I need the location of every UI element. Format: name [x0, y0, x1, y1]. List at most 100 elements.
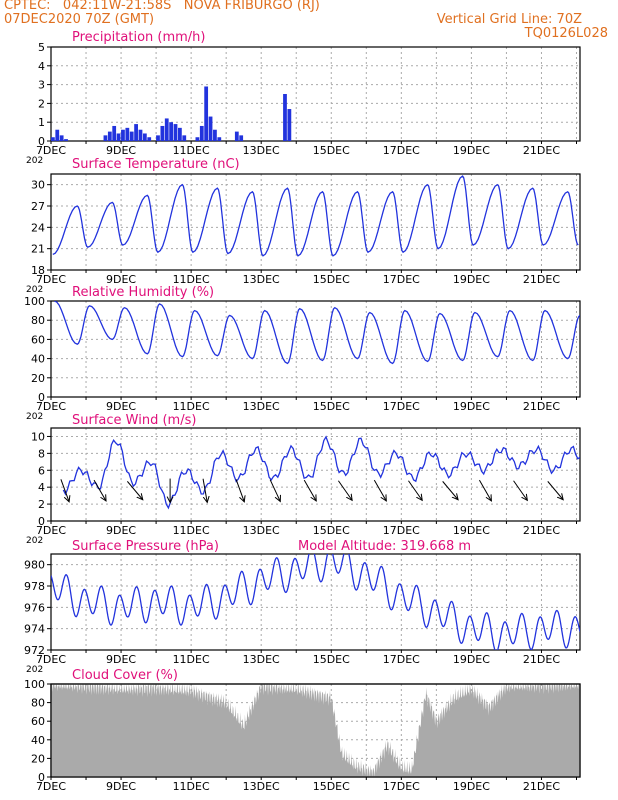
temp-xtick-label: 13DEC [243, 273, 280, 286]
wind-xtick-label: 11DEC [173, 524, 210, 537]
pres-ytick-label: 974 [24, 623, 45, 636]
wind-ytick-label: 0 [38, 515, 45, 528]
wind-arrow [547, 481, 563, 499]
precip-bar [195, 137, 200, 141]
wind-ytick-label: 4 [38, 481, 45, 494]
wind-arrow [373, 479, 386, 501]
precip-xtick-label: 7DEC [36, 144, 66, 157]
temp-xtick-label: 19DEC [453, 273, 490, 286]
cloud-xtick-label: 17DEC [383, 780, 420, 793]
precip-bar [173, 124, 178, 141]
cloud-ytick-label: 0 [38, 771, 45, 784]
temp-xtick-label: 15DEC [313, 273, 350, 286]
precip-xtick-label: 19DEC [453, 144, 490, 157]
precip-bar [164, 118, 169, 141]
rh-year-label: 202 [26, 412, 43, 422]
pres-xtick-label: 13DEC [243, 653, 280, 666]
precip-bar [55, 129, 60, 141]
rh-ytick-label: 20 [31, 372, 45, 385]
precip-ytick-label: 0 [38, 135, 45, 148]
precip-bar [103, 135, 108, 141]
precip-ytick-label: 4 [38, 60, 45, 73]
cloud-area [51, 684, 580, 777]
rh-xtick-label: 13DEC [243, 400, 280, 413]
wind-xtick-label: 17DEC [383, 524, 420, 537]
precip-xtick-label: 17DEC [383, 144, 420, 157]
wind-arrow [235, 479, 244, 502]
header-line1: CPTEC: 042:11W-21:58S NOVA FRIBURGO (RJ) [4, 0, 320, 13]
wind-arrow [442, 481, 458, 499]
rh-ytick-label: 40 [31, 353, 45, 366]
temp-ytick-label: 30 [31, 179, 45, 192]
wind-arrow [126, 481, 142, 499]
precip-ytick-label: 1 [38, 116, 45, 129]
pres-extra-label: Model Altitude: 319.668 m [298, 539, 471, 554]
cloud-xtick-label: 15DEC [313, 780, 350, 793]
wind-year-label: 202 [26, 536, 43, 546]
temp-ytick-label: 21 [31, 243, 45, 256]
precip-bar [177, 127, 182, 141]
rh-ytick-label: 60 [31, 333, 45, 346]
precip-bar [287, 109, 292, 141]
rh-ytick-label: 0 [38, 391, 45, 404]
pres-xtick-label: 19DEC [453, 653, 490, 666]
wind-arrow [269, 479, 280, 502]
precip-bar [217, 137, 222, 141]
wind-arrow [408, 480, 422, 501]
wind-xtick-label: 21DEC [523, 524, 560, 537]
precip-bar [147, 137, 152, 141]
precip-bar [125, 127, 130, 141]
rh-xtick-label: 11DEC [173, 400, 210, 413]
wind-arrow [337, 480, 352, 501]
temp-ytick-label: 18 [31, 264, 45, 277]
wind-xtick-label: 9DEC [106, 524, 136, 537]
cloud-xtick-label: 13DEC [243, 780, 280, 793]
precip-bar [64, 139, 68, 141]
wind-xtick-label: 19DEC [453, 524, 490, 537]
temp-xtick-label: 17DEC [383, 273, 420, 286]
precip-xtick-label: 21DEC [523, 144, 560, 157]
precip-bar [213, 129, 217, 141]
precip-bar [129, 131, 134, 141]
pres-ytick-label: 976 [24, 601, 45, 614]
precip-xtick-label: 9DEC [106, 144, 136, 157]
precip-ytick-label: 3 [38, 79, 45, 92]
temp-xtick-label: 7DEC [36, 273, 66, 286]
temp-xtick-label: 21DEC [523, 273, 560, 286]
precip-bar [116, 133, 121, 141]
wind-arrow [513, 480, 528, 501]
rh-title: Relative Humidity (%) [72, 285, 214, 300]
precip-bar [199, 125, 204, 141]
cloud-ytick-label: 100 [24, 678, 45, 691]
header-grid-line: Vertical Grid Line: 70Z [436, 12, 582, 27]
precip-bar [138, 129, 143, 141]
precip-bar [239, 135, 244, 141]
temp-ytick-label: 24 [31, 221, 45, 234]
wind-xtick-label: 15DEC [313, 524, 350, 537]
precip-bar [121, 129, 125, 141]
wind-arrow [93, 479, 106, 501]
rh-frame [50, 300, 581, 398]
pres-line [51, 554, 580, 650]
precip-ytick-label: 5 [38, 41, 45, 54]
header-line2: 07DEC2020 70Z (GMT) [4, 12, 155, 27]
precip-bar [112, 125, 117, 141]
pres-xtick-label: 11DEC [173, 653, 210, 666]
cloud-ytick-label: 80 [31, 697, 45, 710]
precip-xtick-label: 15DEC [313, 144, 350, 157]
rh-xtick-label: 19DEC [453, 400, 490, 413]
pres-ytick-label: 978 [24, 580, 45, 593]
temp-xtick-label: 11DEC [173, 273, 210, 286]
rh-xtick-label: 9DEC [106, 400, 136, 413]
wind-xtick-label: 7DEC [36, 524, 66, 537]
rh-xtick-label: 17DEC [383, 400, 420, 413]
cloud-xtick-label: 9DEC [106, 780, 136, 793]
temp-line [52, 175, 579, 257]
precip-bar [160, 125, 165, 141]
pres-year-label: 202 [26, 665, 43, 675]
cloud-title: Cloud Cover (%) [72, 668, 178, 683]
precip-bar [59, 135, 64, 141]
pres-xtick-label: 21DEC [523, 653, 560, 666]
precip-bar [208, 116, 213, 141]
